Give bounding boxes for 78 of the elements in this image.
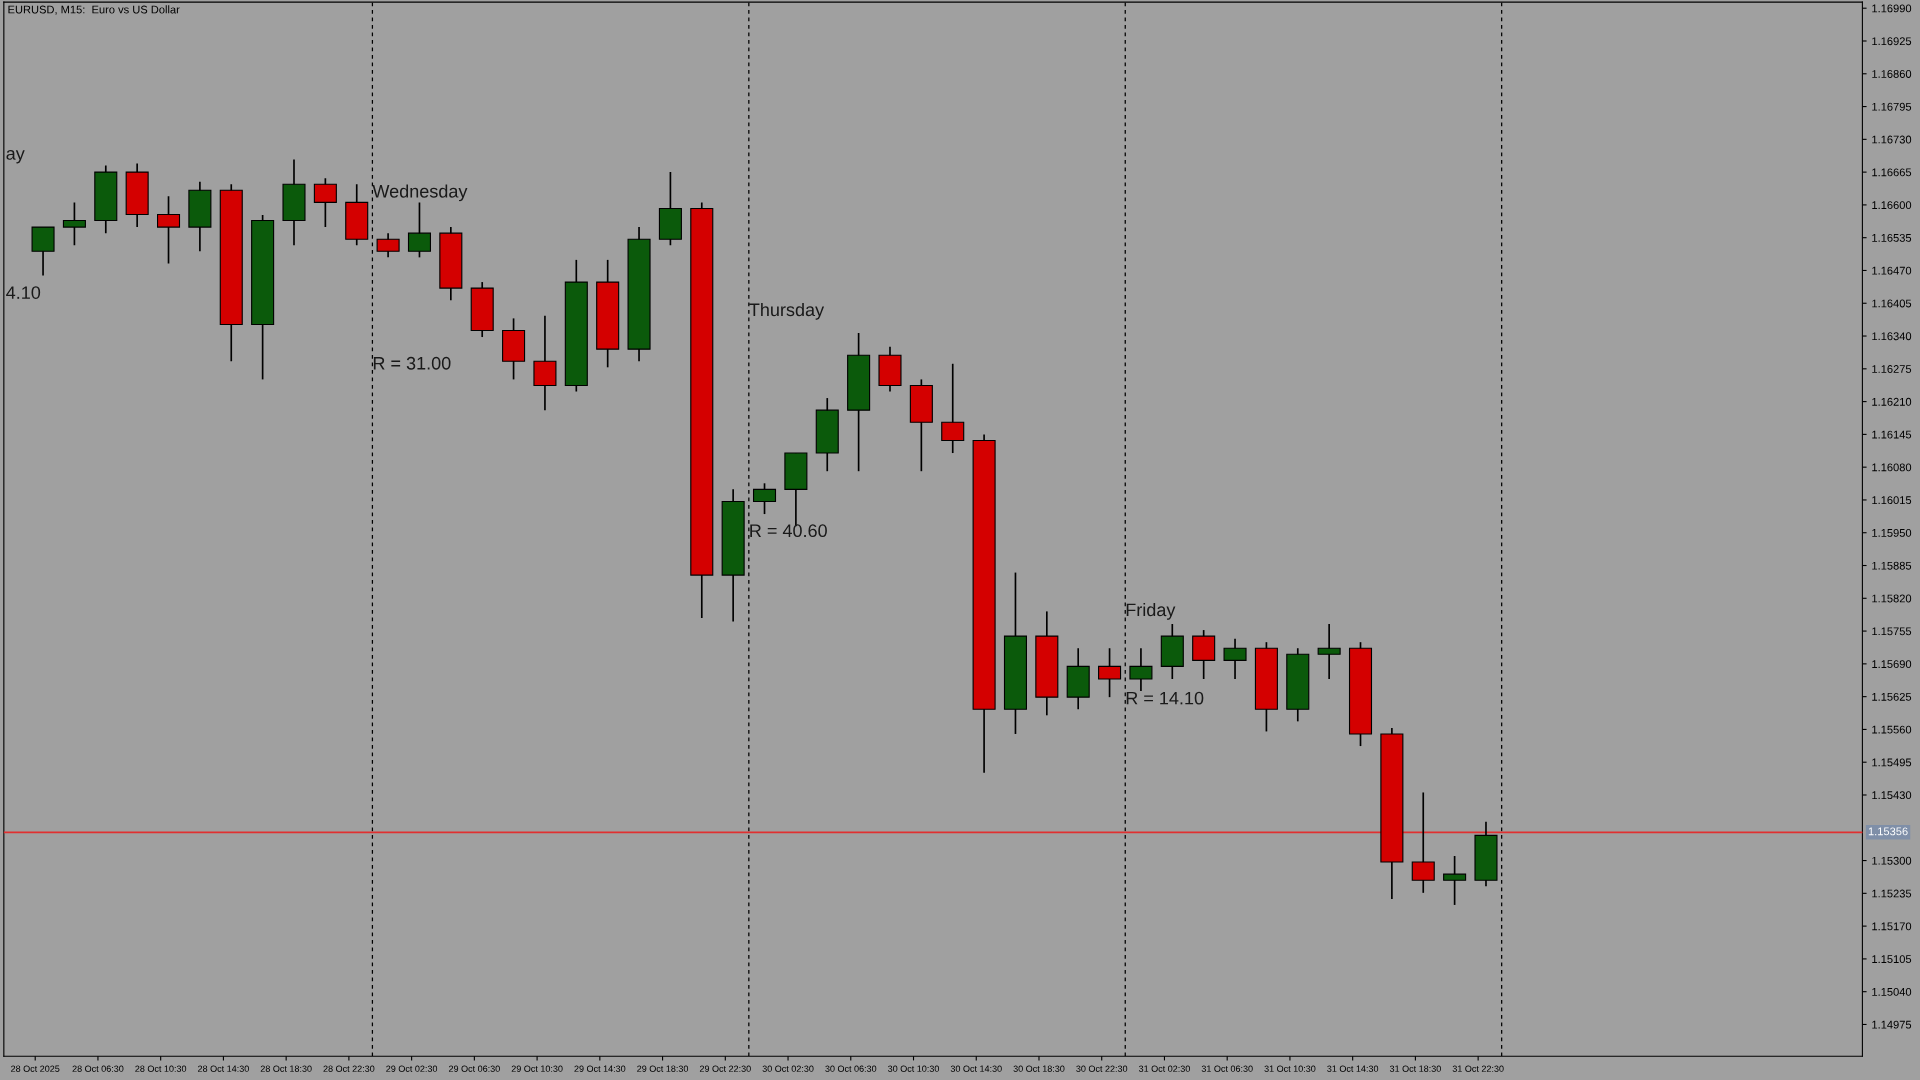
x-tick-label: 28 Oct 22:30 [323, 1065, 375, 1072]
candlestick [752, 482, 777, 515]
y-tick-label: 1.16730 [1872, 135, 1912, 144]
x-tick-label: 30 Oct 06:30 [825, 1065, 877, 1072]
y-tick-label: 1.16210 [1872, 397, 1912, 406]
annotation: Friday [1126, 602, 1176, 620]
y-tick-label: 1.15040 [1872, 987, 1912, 996]
y-tick-label: 1.15820 [1872, 594, 1912, 603]
x-tick-label: 29 Oct 10:30 [511, 1065, 563, 1072]
y-tick-label: 1.15885 [1872, 561, 1912, 570]
candlestick [941, 362, 965, 454]
y-tick-label: 1.15950 [1872, 529, 1912, 537]
annotation: R = 31.00 [373, 356, 451, 370]
y-tick-label: 1.16080 [1872, 463, 1912, 472]
y-tick-label: 1.16340 [1872, 332, 1912, 341]
x-tick-label: 30 Oct 14:30 [950, 1065, 1002, 1072]
x-tick-label: 31 Oct 02:30 [1138, 1065, 1190, 1072]
x-tick-label: 30 Oct 02:30 [762, 1065, 814, 1072]
x-tick-label: 29 Oct 22:30 [699, 1065, 751, 1072]
candlestick [1223, 637, 1247, 680]
x-tick-label: 31 Oct 18:30 [1389, 1065, 1441, 1072]
candlestick [1443, 855, 1467, 906]
x-tick-label: 28 Oct 10:30 [135, 1065, 187, 1072]
x-tick-label: 30 Oct 10:30 [888, 1065, 940, 1072]
x-tick-label: 29 Oct 18:30 [637, 1065, 689, 1072]
y-tick-label: 1.15560 [1872, 725, 1912, 734]
candlestick [1129, 647, 1153, 692]
y-tick-label: 1.15625 [1872, 692, 1912, 701]
ref-line-label: 1.15356 [1868, 827, 1908, 836]
y-tick-label: 1.16275 [1872, 365, 1912, 373]
annotation: R = 14.10 [1126, 691, 1204, 705]
candlestick [313, 177, 337, 228]
candlestick [1411, 791, 1435, 894]
annotation: 4.10 [6, 286, 41, 299]
y-tick-label: 1.16405 [1872, 299, 1912, 308]
x-tick-label: 30 Oct 18:30 [1013, 1065, 1065, 1072]
x-tick-label: 28 Oct 2025 [11, 1065, 60, 1072]
y-tick-label: 1.15755 [1872, 627, 1912, 636]
x-tick-label: 31 Oct 22:30 [1452, 1065, 1504, 1072]
y-tick-label: 1.16925 [1872, 37, 1912, 46]
y-tick-label: 1.15495 [1872, 758, 1912, 767]
candlestick [156, 195, 181, 265]
annotation: R = 40.60 [750, 524, 827, 538]
candlestick [407, 201, 432, 259]
chart-title: EURUSD, M15: Euro vs US Dollar [8, 5, 180, 15]
candlestick [376, 232, 400, 259]
x-tick-label: 30 Oct 22:30 [1076, 1065, 1128, 1072]
y-tick-label: 1.16470 [1872, 266, 1912, 275]
y-tick-label: 1.16795 [1872, 102, 1912, 111]
annotation: Wednesday [372, 184, 468, 202]
x-tick-label: 29 Oct 14:30 [574, 1065, 626, 1072]
candlestick [1098, 647, 1122, 698]
x-tick-label: 31 Oct 14:30 [1327, 1065, 1379, 1072]
y-tick-label: 1.16665 [1872, 168, 1912, 177]
x-tick-label: 28 Oct 06:30 [72, 1065, 124, 1072]
y-tick-label: 1.15300 [1872, 856, 1912, 865]
x-tick-label: 28 Oct 14:30 [198, 1065, 249, 1072]
candlestick [62, 201, 86, 247]
y-tick-label: 1.16600 [1872, 201, 1912, 210]
y-tick-label: 1.15170 [1872, 922, 1912, 931]
y-tick-label: 1.15430 [1872, 791, 1912, 800]
x-tick-label: 29 Oct 06:30 [448, 1065, 500, 1072]
x-tick-label: 28 Oct 18:30 [260, 1065, 312, 1072]
y-tick-label: 1.15235 [1872, 889, 1912, 898]
x-tick-label: 31 Oct 06:30 [1201, 1065, 1253, 1072]
annotation: ay [6, 149, 25, 164]
y-tick-label: 1.16015 [1872, 496, 1912, 505]
y-tick-label: 1.15105 [1872, 955, 1912, 964]
x-tick-label: 31 Oct 10:30 [1264, 1065, 1316, 1072]
y-tick-label: 1.14975 [1872, 1020, 1912, 1029]
y-tick-label: 1.16990 [1872, 4, 1912, 13]
candlestick [1317, 623, 1341, 680]
x-tick-label: 29 Oct 02:30 [386, 1065, 438, 1072]
y-tick-label: 1.16860 [1872, 70, 1912, 78]
y-tick-label: 1.16145 [1872, 430, 1912, 439]
annotation: Thursday [749, 302, 825, 320]
y-tick-label: 1.15690 [1872, 660, 1912, 668]
y-tick-label: 1.16535 [1872, 233, 1912, 242]
